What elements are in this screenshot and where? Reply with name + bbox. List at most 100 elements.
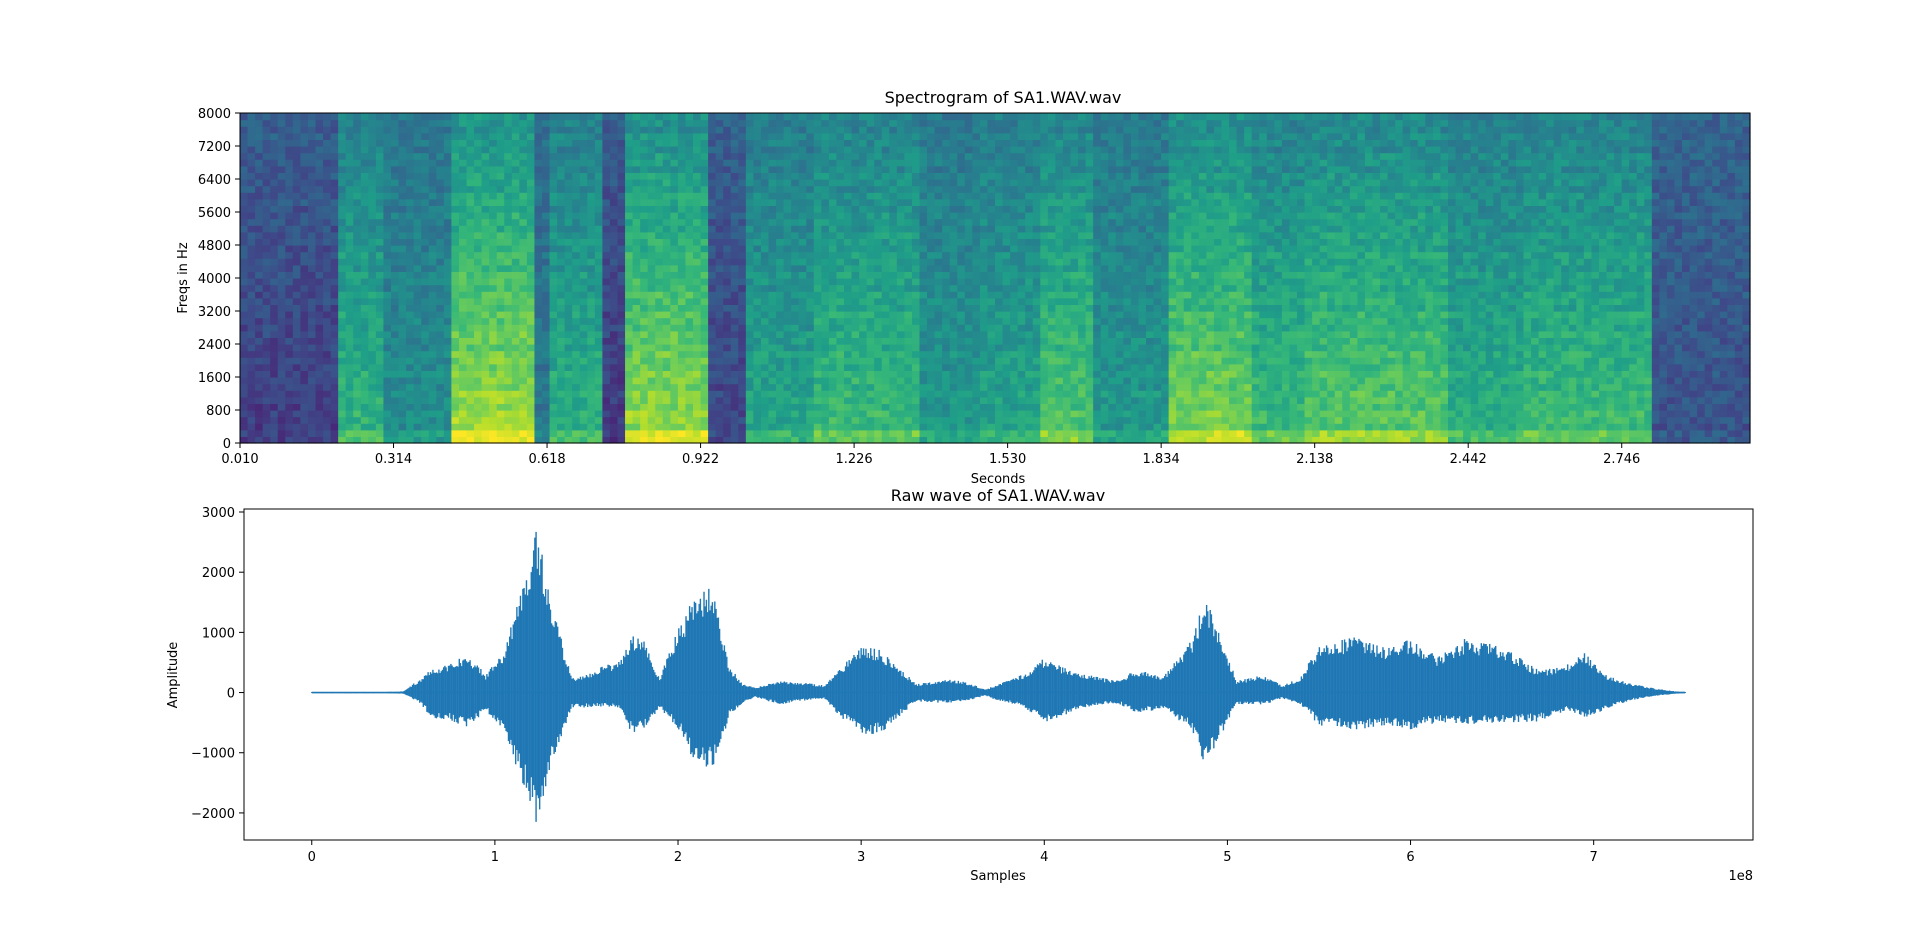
spectrogram-cell (768, 126, 777, 134)
spectrogram-cell (964, 198, 973, 206)
spectrogram-cell (368, 344, 377, 352)
spectrogram-cell (866, 251, 875, 259)
spectrogram-cell (594, 410, 603, 418)
spectrogram-cell (708, 383, 717, 391)
spectrogram-cell (262, 185, 271, 193)
spectrogram-cell (813, 350, 822, 358)
spectrogram-cell (594, 264, 603, 272)
spectrogram-cell (783, 429, 792, 437)
spectrogram-cell (247, 198, 256, 206)
spectrogram-cell (738, 324, 747, 332)
spectrogram-cell (609, 225, 619, 233)
spectrogram-cell (632, 396, 641, 404)
spectrogram-cell (255, 212, 264, 220)
spectrogram-cell (881, 251, 890, 259)
spectrogram-cell (851, 324, 860, 332)
spectrogram-cell (821, 410, 830, 418)
spectrogram-cell (345, 324, 354, 332)
spectrogram-cell (655, 363, 664, 371)
spectrogram-cell (745, 218, 754, 226)
spectrogram-cell (383, 403, 392, 411)
spectrogram-cell (896, 185, 905, 193)
spectrogram-cell (866, 304, 875, 312)
spectrogram-cell (481, 423, 490, 431)
spectrogram-cell (851, 165, 860, 173)
spectrogram-cell (927, 377, 936, 385)
spectrogram-cell (806, 271, 815, 279)
spectrogram-cell (828, 271, 838, 279)
spectrogram-cell (904, 119, 913, 127)
spectrogram-cell (836, 410, 845, 418)
spectrogram-cell (791, 423, 800, 431)
spectrogram-cell (572, 152, 581, 160)
spectrogram-cell (851, 423, 860, 431)
spectrogram-cell (428, 172, 437, 180)
spectrogram-cell (594, 363, 603, 371)
spectrogram-cell (776, 172, 785, 180)
spectrogram-cell (640, 119, 649, 127)
spectrogram-cell (383, 271, 392, 279)
spectrogram-cell (617, 238, 626, 246)
spectrogram-cell (957, 205, 966, 213)
spectrogram-cell (813, 278, 822, 286)
spectrogram-cell (526, 152, 536, 160)
spectrogram-cell (662, 218, 671, 226)
spectrogram-cell (776, 423, 785, 431)
spectrogram-cell (851, 337, 860, 345)
spectrogram-cell (587, 212, 596, 220)
spectrogram-cell (927, 396, 936, 404)
spectrogram-cell (526, 410, 536, 418)
spectrogram-cell (919, 396, 928, 404)
spectrogram-cell (700, 324, 709, 332)
spectrogram-cell (866, 330, 875, 338)
spectrogram-cell (421, 179, 430, 187)
spectrogram-cell (353, 423, 362, 431)
spectrogram-cell (383, 113, 392, 121)
spectrogram-cell (247, 357, 256, 365)
spectrogram-cell (292, 113, 301, 121)
spectrogram-cell (428, 396, 437, 404)
spectrogram-cell (738, 185, 747, 193)
spectrogram-cell (481, 357, 490, 365)
spectrogram-cell (436, 185, 445, 193)
spectrogram-cell (844, 205, 853, 213)
spectrogram-cell (783, 377, 792, 385)
spectrogram-cell (670, 113, 679, 121)
spectrogram-cell (262, 159, 271, 167)
spectrogram-cell (300, 429, 309, 437)
spectrogram-cell (730, 271, 739, 279)
spectrogram-cell (934, 245, 943, 253)
spectrogram-cell (519, 377, 528, 385)
spectrogram-cell (307, 205, 317, 213)
spectrogram-cell (942, 165, 951, 173)
spectrogram-cell (640, 225, 649, 233)
spectrogram-cell (609, 179, 619, 187)
spectrogram-cell (277, 396, 286, 404)
spectrogram-cell (270, 357, 279, 365)
spectrogram-cell (466, 225, 475, 233)
spectrogram-cell (957, 363, 966, 371)
spectrogram-cell (519, 245, 528, 253)
spectrogram-cell (859, 165, 868, 173)
spectrogram-cell (300, 231, 309, 239)
spectrogram-cell (896, 396, 905, 404)
spectrogram-cell (292, 390, 301, 398)
spectrogram-cell (534, 410, 543, 418)
spectrogram-cell (745, 205, 754, 213)
spectrogram-cell (413, 390, 422, 398)
spectrogram-cell (481, 337, 490, 345)
spectrogram-cell (315, 410, 324, 418)
spectrogram-cell (919, 278, 928, 286)
spectrogram-cell (836, 165, 845, 173)
spectrogram-cell (723, 185, 732, 193)
spectrogram-cell (481, 132, 490, 140)
spectrogram-cell (398, 429, 407, 437)
spectrogram-cell (428, 185, 437, 193)
spectrogram-cell (904, 185, 913, 193)
spectrogram-cell (330, 363, 339, 371)
spectrogram-cell (617, 212, 626, 220)
spectrogram-cell (345, 284, 354, 292)
spectrogram-cell (315, 304, 324, 312)
spectrogram-cell (889, 311, 898, 319)
spectrogram-cell (413, 271, 422, 279)
